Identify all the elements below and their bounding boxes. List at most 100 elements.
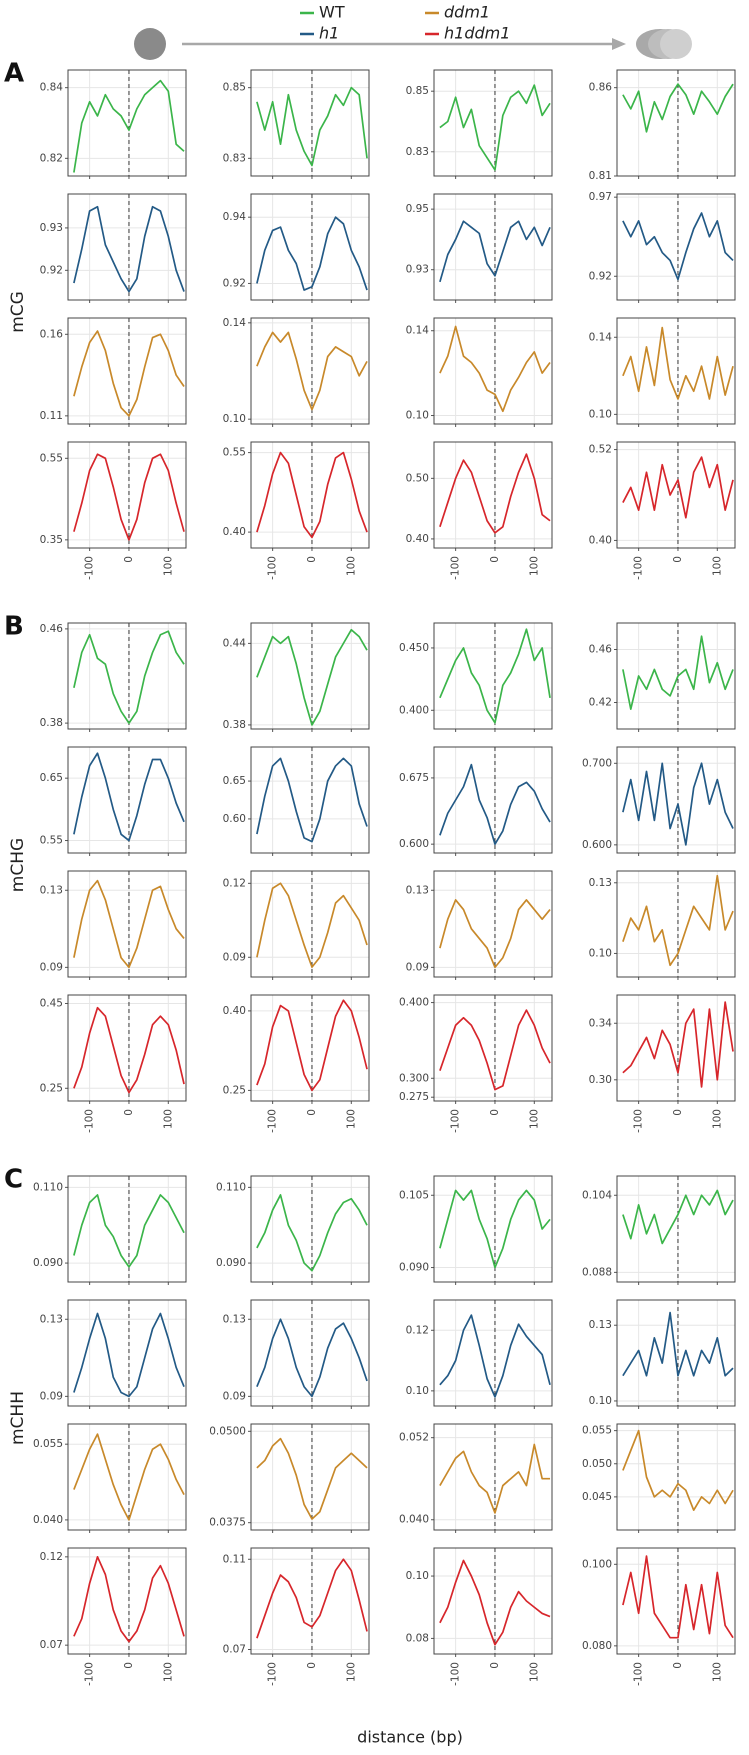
plot-frame [250,870,370,978]
schematic [134,28,692,60]
plot-frame [67,441,187,549]
y-tick-label: 0.09 [40,961,63,973]
plot-frame [250,1423,370,1531]
y-tick-label: 0.10 [589,1395,612,1407]
x-tick-label: -100 [633,1662,645,1686]
x-tick-label: 100 [345,556,357,576]
plot-area [68,1300,186,1406]
y-tick-label: 0.12 [223,877,246,889]
plot-frame [67,193,187,301]
y-tick-label: 0.12 [406,1324,429,1336]
data-line [73,1555,185,1643]
y-tick-label: 0.40 [223,526,246,538]
plot-frame [250,193,370,301]
y-tick-label: 0.600 [399,838,429,850]
y-tick-label: 0.13 [40,884,63,896]
y-tick-label: 0.13 [223,1313,246,1325]
data-line [73,1006,185,1094]
x-tick-label: 0 [123,1662,135,1669]
x-tick-label: 0 [306,556,318,563]
y-tick-label: 0.040 [33,1514,63,1526]
panel: 0.42 0.46 [589,622,736,732]
data-line [622,1001,734,1088]
plot-frame [616,317,736,425]
y-tick-label: 0.450 [399,642,429,654]
panel: 0.92 0.94 [223,193,370,303]
y-tick-label: 0.10 [589,947,612,959]
panel: 0.400 0.450 [399,622,553,732]
plot-frame [616,994,736,1102]
plot-frame [67,870,187,978]
plot-frame [67,622,187,730]
y-tick-label: 0.13 [589,1319,612,1331]
y-tick-label: 0.400 [399,704,429,716]
y-tick-label: 0.700 [582,757,612,769]
plot-area [434,623,552,729]
panel: 0.55 0.65 [40,746,187,856]
panel: -100 0 100 0.40 0.50 [406,441,553,580]
data-line [439,1314,551,1398]
x-tick-label: 100 [345,1662,357,1682]
panel: 0.10 0.14 [589,317,736,427]
plot-frame [67,746,187,854]
y-tick-label: 0.300 [399,1072,429,1084]
x-tick-label: 100 [711,1109,723,1129]
data-line [439,220,551,283]
y-tick-label: 0.65 [40,772,63,784]
data-line [439,1559,551,1646]
y-tick-label: 0.09 [223,1390,246,1402]
panel: -100 0 100 0.25 0.45 [40,994,187,1133]
nucleosome-icon [134,28,166,60]
plot-frame [67,994,187,1102]
y-tick-label: 0.38 [223,719,246,731]
y-tick-label: 0.84 [40,82,64,94]
x-tick-label: -100 [267,1662,279,1686]
panel: 0.10 0.14 [406,317,553,427]
panel: 0.09 0.13 [40,870,187,980]
plot-frame [250,69,370,177]
plot-area [68,995,186,1101]
x-tick-label: -100 [267,556,279,580]
y-tick-label: 0.0375 [209,1517,246,1529]
x-tick-label: 100 [711,556,723,576]
plot-frame [250,1175,370,1283]
plot-frame [616,441,736,549]
plot-frame [616,746,736,854]
y-tick-label: 0.97 [589,191,612,203]
panel: -100 0 100 0.25 0.40 [223,994,370,1133]
plot-frame [250,317,370,425]
plot-frame [250,441,370,549]
data-line [439,453,551,534]
panel: 0.10 0.12 [406,1299,553,1409]
plot-frame [433,317,553,425]
data-line [622,83,734,133]
y-tick-label: 0.088 [582,1266,612,1278]
panel-label: A [4,59,24,89]
y-tick-label: 0.13 [589,877,612,889]
x-tick-label: -100 [450,556,462,580]
y-tick-label: 0.93 [406,264,429,276]
data-line [73,79,185,173]
panel: 0.09 0.13 [406,870,553,980]
y-tick-label: 0.35 [40,534,63,546]
plot-area [434,194,552,300]
x-tick-label: -100 [450,1662,462,1686]
y-tick-label: 0.83 [406,146,429,158]
panel: -100 0 100 0.080 0.100 [582,1547,736,1686]
y-tick-label: 0.104 [582,1189,612,1201]
data-line [256,86,368,167]
panel: 0.10 0.13 [589,1299,736,1409]
legend: WT ddm1 h1 h1ddm1 [300,3,510,43]
panel: 0.045 0.050 0.055 [582,1423,736,1533]
data-line [73,879,185,969]
plot-area [251,1300,369,1406]
plot-area [251,1424,369,1530]
plot-area [251,194,369,300]
data-line [622,1189,734,1245]
data-line [73,752,185,842]
panel: 0.83 0.85 [223,69,370,179]
panel: 0.0375 0.0500 [209,1423,370,1533]
y-tick-label: 0.34 [589,1017,613,1029]
plot-area [434,871,552,977]
